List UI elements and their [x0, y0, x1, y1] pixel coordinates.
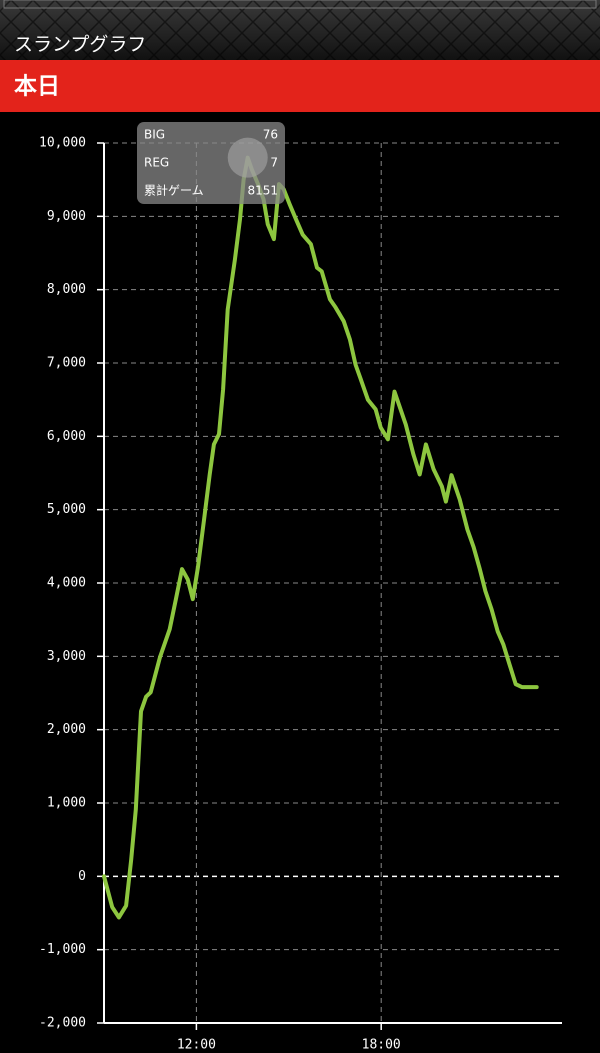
- y-tick-label: 4,000: [47, 576, 86, 591]
- tooltip-label: BIG: [144, 128, 165, 142]
- plot: -2,000 -1,000 0 1,000 2,000 3,000 4,000 5,000 6,…: [39, 122, 562, 1053]
- tab-label[interactable]: 本日: [14, 74, 60, 100]
- tooltip-label: 累計ゲーム: [144, 183, 204, 198]
- tooltip-label: REG: [144, 156, 169, 170]
- x-tick-label: 18:00: [362, 1038, 401, 1053]
- y-tick-label: 1,000: [47, 796, 86, 811]
- tooltip-value: 8151: [247, 184, 278, 198]
- y-tick-label: 8,000: [47, 282, 86, 297]
- y-tick-label: 0: [78, 869, 86, 884]
- y-tick-label: -1,000: [39, 942, 86, 957]
- header-pattern: [0, 0, 600, 60]
- tooltip-value: 76: [263, 128, 278, 142]
- y-tick-label: 2,000: [47, 722, 86, 737]
- tooltip-box: [137, 122, 285, 204]
- y-tick-label: 10,000: [39, 136, 86, 151]
- y-tick-label: 6,000: [47, 429, 86, 444]
- data-line: [102, 155, 539, 920]
- x-tick-label: 12:00: [177, 1038, 216, 1053]
- tab-bar[interactable]: [0, 60, 600, 112]
- y-tick-label: -2,000: [39, 1016, 86, 1031]
- y-tick-label: 7,000: [47, 356, 86, 371]
- page-title: スランプグラフ: [14, 34, 146, 56]
- y-tick-label: 5,000: [47, 502, 86, 517]
- y-tick-label: 9,000: [47, 209, 86, 224]
- top-frame: [3, 0, 597, 9]
- y-tick-label: 3,000: [47, 649, 86, 664]
- tooltip-value: 7: [270, 156, 278, 170]
